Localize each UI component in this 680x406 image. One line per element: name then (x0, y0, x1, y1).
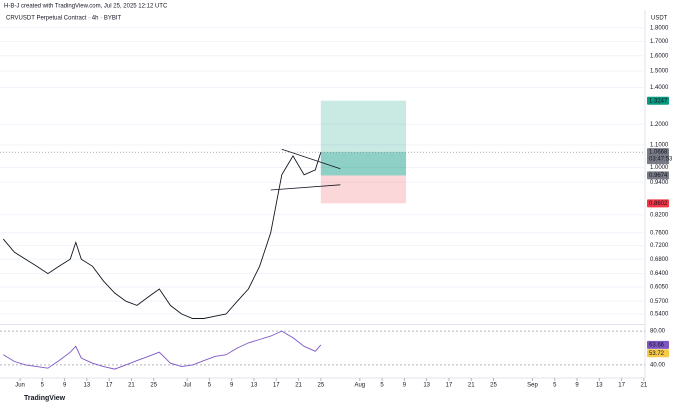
price-label-bg (647, 199, 669, 208)
y-tick-label: 40.00 (650, 362, 666, 368)
price-label: 0.9674 (649, 173, 668, 179)
price-label: 53.72 (649, 351, 665, 357)
y-tick-label: 0.9400 (650, 180, 669, 186)
price-label-bg (647, 148, 669, 165)
y-tick-label: 0.7600 (650, 230, 669, 236)
y-tick-label: 1.0000 (650, 165, 669, 171)
y-tick-label: 1.8000 (650, 25, 669, 31)
y-tick-label: 0.5400 (650, 312, 669, 318)
y-tick-label: 1.5000 (650, 69, 669, 75)
y-tick-label: 1.6000 (650, 53, 669, 59)
loss-zone (320, 175, 407, 204)
profit-zone (320, 100, 407, 176)
x-tick-label: Jul (183, 383, 191, 389)
y-tick-label: 0.6050 (650, 285, 669, 291)
y-tick-label: 0.6400 (650, 271, 669, 277)
y-tick-label: 0.5700 (650, 299, 669, 305)
trendline (281, 148, 341, 170)
x-tick-label: 9 (575, 383, 579, 389)
price-line (2, 152, 322, 319)
x-tick-label: 21 (641, 383, 648, 389)
y-tick-label: 1.4000 (650, 85, 669, 91)
price-label-bg (647, 349, 669, 358)
y-tick-label: 1.7000 (650, 39, 669, 45)
y-tick-label: 0.7200 (650, 243, 669, 249)
footer: TradingView (24, 395, 66, 402)
x-tick-label: 9 (63, 383, 67, 389)
x-tick-label: 21 (295, 383, 302, 389)
x-tick-label: 5 (553, 383, 557, 389)
x-tick-label: 25 (317, 383, 324, 389)
price-label: 0.8602 (649, 201, 668, 207)
y-tick-label: 0.8200 (650, 212, 669, 218)
x-tick-label: 5 (208, 383, 212, 389)
x-tick-label: 13 (596, 383, 603, 389)
y-tick-label: 1.1000 (650, 142, 669, 148)
symbol: CRVUSDT Perpetual Contract · 4h · BYBIT (6, 16, 121, 22)
y-tick-label: 80.00 (650, 329, 666, 335)
y-tick-label: 0.6800 (650, 257, 669, 263)
price-line (3, 330, 322, 370)
x-tick-label: Aug (354, 383, 365, 389)
price-label: 1.3247 (649, 98, 668, 104)
x-tick-label: 21 (128, 383, 135, 389)
price-label-bg (647, 171, 669, 180)
price-label: 63.66 (649, 342, 665, 348)
x-tick-label: 13 (84, 383, 91, 389)
open-profit (320, 152, 407, 176)
x-tick-label: 17 (618, 383, 625, 389)
credit: H-B-J created with TradingView.com, Jul … (4, 4, 168, 10)
price-label: 1.0668 (649, 150, 668, 156)
price-label-bg (647, 340, 669, 349)
x-tick-label: 5 (41, 383, 45, 389)
x-tick-label: 9 (403, 383, 407, 389)
x-tick-label: 25 (150, 383, 157, 389)
y-tick-label: 1.2000 (650, 122, 669, 128)
x-tick-label: 17 (106, 383, 113, 389)
price-label-bg (647, 96, 669, 105)
x-tick-label: 9 (230, 383, 234, 389)
x-tick-label: 13 (423, 383, 430, 389)
countdown: 03:47:53 (649, 157, 673, 163)
x-tick-label: Sep (527, 383, 538, 389)
x-tick-label: 5 (380, 383, 384, 389)
x-tick-label: 21 (468, 383, 475, 389)
x-tick-label: 25 (490, 383, 497, 389)
trendline (270, 184, 341, 191)
x-tick-label: Jun (15, 383, 25, 389)
unit-label: USDT (651, 16, 668, 22)
x-tick-label: 17 (273, 383, 280, 389)
x-tick-label: 13 (251, 383, 258, 389)
x-tick-label: 17 (446, 383, 453, 389)
